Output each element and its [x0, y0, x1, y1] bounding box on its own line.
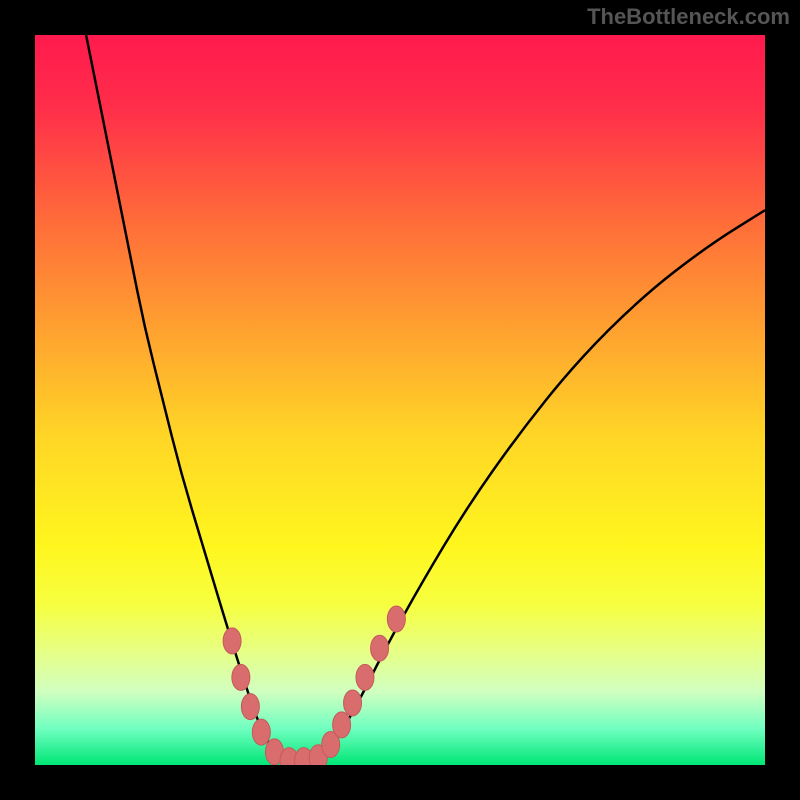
bottleneck-chart — [0, 0, 800, 800]
data-marker — [252, 719, 270, 745]
data-marker — [371, 635, 389, 661]
data-marker — [223, 628, 241, 654]
data-marker — [356, 664, 374, 690]
data-marker — [387, 606, 405, 632]
data-marker — [333, 712, 351, 738]
watermark-text: TheBottleneck.com — [587, 4, 790, 30]
data-marker — [241, 694, 259, 720]
plot-background — [35, 35, 765, 765]
data-marker — [344, 690, 362, 716]
data-marker — [232, 664, 250, 690]
chart-container: TheBottleneck.com — [0, 0, 800, 800]
